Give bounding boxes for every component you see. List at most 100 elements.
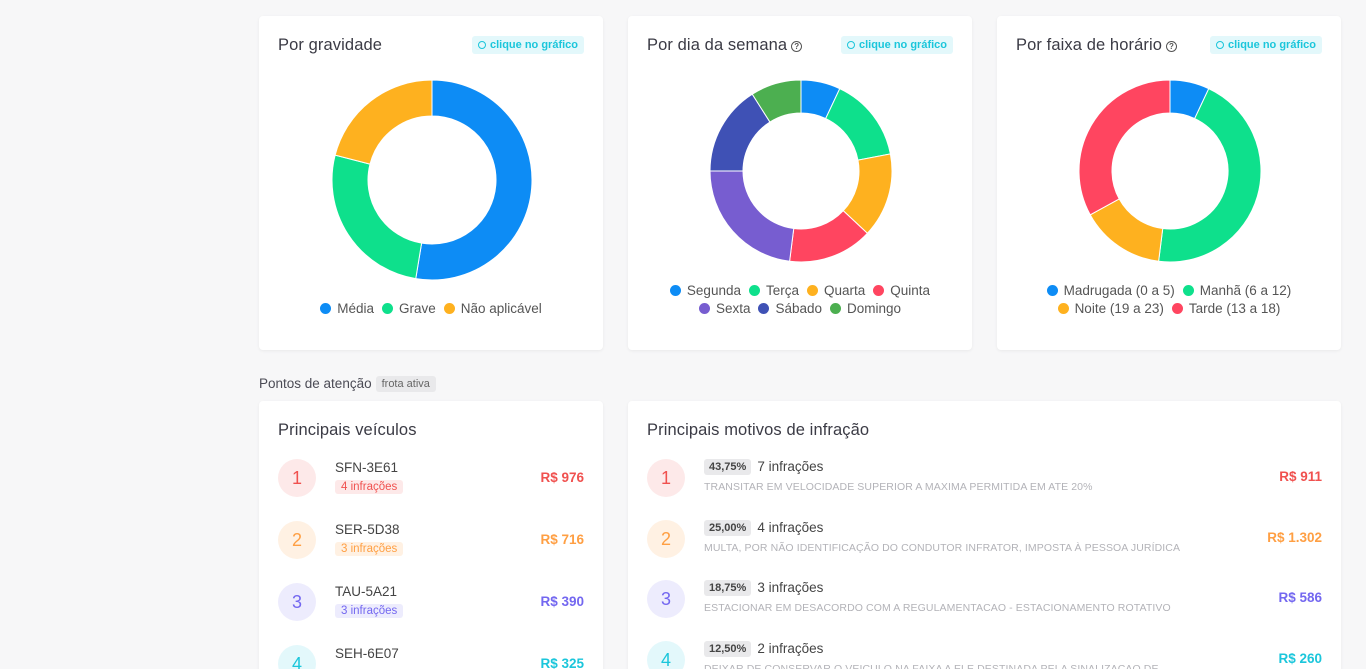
legend-dot-icon [698, 303, 710, 314]
reason-row[interactable]: 3 18,75% 3 infrações ESTACIONAR EM DESACORD… [628, 579, 1341, 629]
donut-slice-manh-6-a-12-[interactable] [1158, 87, 1262, 263]
legend-item[interactable]: Segunda [669, 282, 741, 300]
legend-dot-icon [807, 285, 818, 296]
legend-label: Noite (19 a 23) [1074, 301, 1164, 316]
legend-item[interactable]: Grave [381, 300, 436, 318]
legend-label: Média [337, 301, 374, 316]
question-icon[interactable]: ? [1166, 41, 1177, 52]
legend-dot-icon [1057, 303, 1069, 314]
card-title: Por gravidade [278, 36, 383, 54]
chart-card-gravidade: Por gravidade clique no gráfico Média Gra… [259, 16, 603, 350]
legend-item[interactable]: Tarde (13 a 18) [1171, 300, 1281, 318]
vehicle-amount: R$ 976 [540, 470, 584, 485]
donut-slice-n-o-aplic-vel[interactable] [334, 79, 433, 165]
legend-label: Terça [765, 283, 799, 298]
legend-dot-icon [873, 285, 885, 296]
donut-chart-gravidade[interactable] [259, 76, 603, 296]
legend-item[interactable]: Sábado [758, 300, 822, 318]
rank-badge: 2 [647, 519, 685, 558]
donut-slice-tarde-13-a-18-[interactable] [1078, 79, 1171, 216]
legend-dot-icon [1046, 285, 1058, 296]
reason-row[interactable]: 2 25,00% 4 infrações MULTA, POR NÃO IDENTIF… [628, 519, 1341, 569]
vehicle-plate: SER-5D38 [335, 522, 400, 537]
reason-amount: R$ 260 [1278, 650, 1322, 666]
legend-row: Madrugada (0 a 5) Manhã (6 a 12) [997, 282, 1341, 300]
rank-badge: 4 [278, 645, 316, 669]
card-title: Por faixa de horário? [1016, 36, 1177, 55]
infractions-count-badge: 4 infrações [335, 480, 404, 494]
frota-ativa-badge: frota ativa [375, 376, 436, 392]
vehicle-plate: SFN-3E61 [335, 460, 399, 475]
card-title: Principais motivos de infração [647, 421, 870, 439]
reason-row[interactable]: 1 43,75% 7 infrações TRANSITAR EM VELOCIDAD… [628, 458, 1341, 508]
rank-badge: 4 [647, 640, 685, 669]
zoom-icon [477, 40, 486, 49]
card-title: Principais veículos [278, 421, 417, 439]
vehicle-plate: SEH-6E07 [335, 646, 399, 661]
legend-dot-icon [381, 303, 393, 314]
legend-row: Noite (19 a 23) Tarde (13 a 18) [997, 300, 1341, 318]
legend-item[interactable]: Noite (19 a 23) [1057, 300, 1164, 318]
donut-slice-ter-a[interactable] [825, 87, 891, 161]
top-vehicles-card: Principais veículos 1 SFN-3E61 4 infrações… [259, 401, 603, 669]
chart-card-semana: Por dia da semana? clique no gráfico Seg… [628, 16, 972, 350]
card-title: Por dia da semana? [647, 36, 803, 55]
reason-count: 7 infrações [757, 459, 824, 474]
vehicle-amount: R$ 325 [540, 656, 584, 669]
vehicle-row[interactable]: 2 SER-5D38 3 infrações R$ 716 [259, 520, 603, 570]
legend-label: Não aplicável [460, 301, 542, 316]
legend-item[interactable]: Quarta [807, 282, 865, 300]
legend-label: Sexta [715, 301, 751, 316]
top-reasons-card: Principais motivos de infração 1 43,75% 7 … [628, 401, 1341, 669]
reason-amount: R$ 911 [1279, 469, 1322, 484]
section-label-pontos-atencao: Pontos de atenção frota ativa [259, 376, 436, 392]
legend-label: Sábado [775, 301, 823, 316]
legend-item[interactable]: Manhã (6 a 12) [1182, 282, 1291, 300]
vehicle-amount: R$ 716 [540, 532, 584, 547]
chart-legend: Média Grave Não aplicável [259, 300, 603, 318]
legend-item[interactable]: Domingo [830, 300, 901, 318]
reason-summary: 12,50% 2 infrações [704, 640, 824, 657]
donut-chart-horario[interactable] [997, 76, 1341, 276]
legend-item[interactable]: Sexta [698, 300, 751, 318]
legend-item[interactable]: Não aplicável [443, 300, 542, 318]
reason-description: MULTA, POR NÃO IDENTIFICAÇÃO DO CONDUTOR… [704, 541, 1181, 554]
click-chart-badge: clique no gráfico [471, 36, 584, 54]
legend-dot-icon [1171, 303, 1183, 314]
donut-slice-grave[interactable] [331, 154, 423, 280]
donut-chart-semana[interactable] [628, 76, 972, 276]
vehicle-row[interactable]: 4 SEH-6E07 R$ 325 [259, 644, 603, 669]
reason-amount: R$ 1.302 [1267, 529, 1322, 545]
rank-badge: 3 [278, 583, 316, 621]
chart-legend: Madrugada (0 a 5) Manhã (6 a 12) Noite (19… [997, 282, 1341, 318]
click-chart-badge: clique no gráfico [840, 36, 953, 54]
legend-row: Sexta Sábado Domingo [628, 300, 972, 318]
infractions-count-badge: 3 infrações [335, 542, 404, 556]
legend-item[interactable]: Média [320, 300, 374, 318]
donut-slice-sexta[interactable] [709, 170, 795, 262]
donut-slice-domingo[interactable] [751, 79, 802, 123]
legend-label: Quinta [890, 283, 931, 298]
reason-amount: R$ 586 [1278, 590, 1322, 605]
vehicle-row[interactable]: 3 TAU-5A21 3 infrações R$ 390 [259, 582, 603, 632]
reason-description: TRANSITAR EM VELOCIDADE SUPERIOR A MAXIM… [704, 481, 1093, 493]
legend-label: Domingo [847, 301, 902, 316]
legend-item[interactable]: Terça [748, 282, 799, 300]
legend-row: Média Grave Não aplicável [259, 300, 603, 318]
legend-label: Tarde (13 a 18) [1188, 301, 1281, 316]
reason-summary: 43,75% 7 infrações [704, 459, 823, 475]
reason-description: DEIXAR DE CONSERVAR O VEICULO NA FAIXA A… [704, 662, 1159, 669]
vehicle-row[interactable]: 1 SFN-3E61 4 infrações R$ 976 [259, 458, 603, 508]
click-chart-badge: clique no gráfico [1209, 36, 1322, 54]
reason-row[interactable]: 4 12,50% 2 infrações DEIXAR DE CONSERVAR O … [628, 640, 1341, 669]
legend-row: Segunda Terça Quarta Quinta [628, 282, 972, 300]
reason-count: 2 infrações [757, 640, 824, 656]
legend-label: Grave [398, 301, 436, 316]
legend-label: Quarta [824, 283, 866, 298]
zoom-icon [846, 40, 855, 49]
legend-item[interactable]: Quinta [873, 282, 930, 300]
question-icon[interactable]: ? [791, 41, 803, 52]
legend-item[interactable]: Madrugada (0 a 5) [1046, 282, 1175, 300]
donut-slice-m-dia[interactable] [415, 79, 533, 281]
infractions-count-badge: 3 infrações [335, 604, 404, 618]
